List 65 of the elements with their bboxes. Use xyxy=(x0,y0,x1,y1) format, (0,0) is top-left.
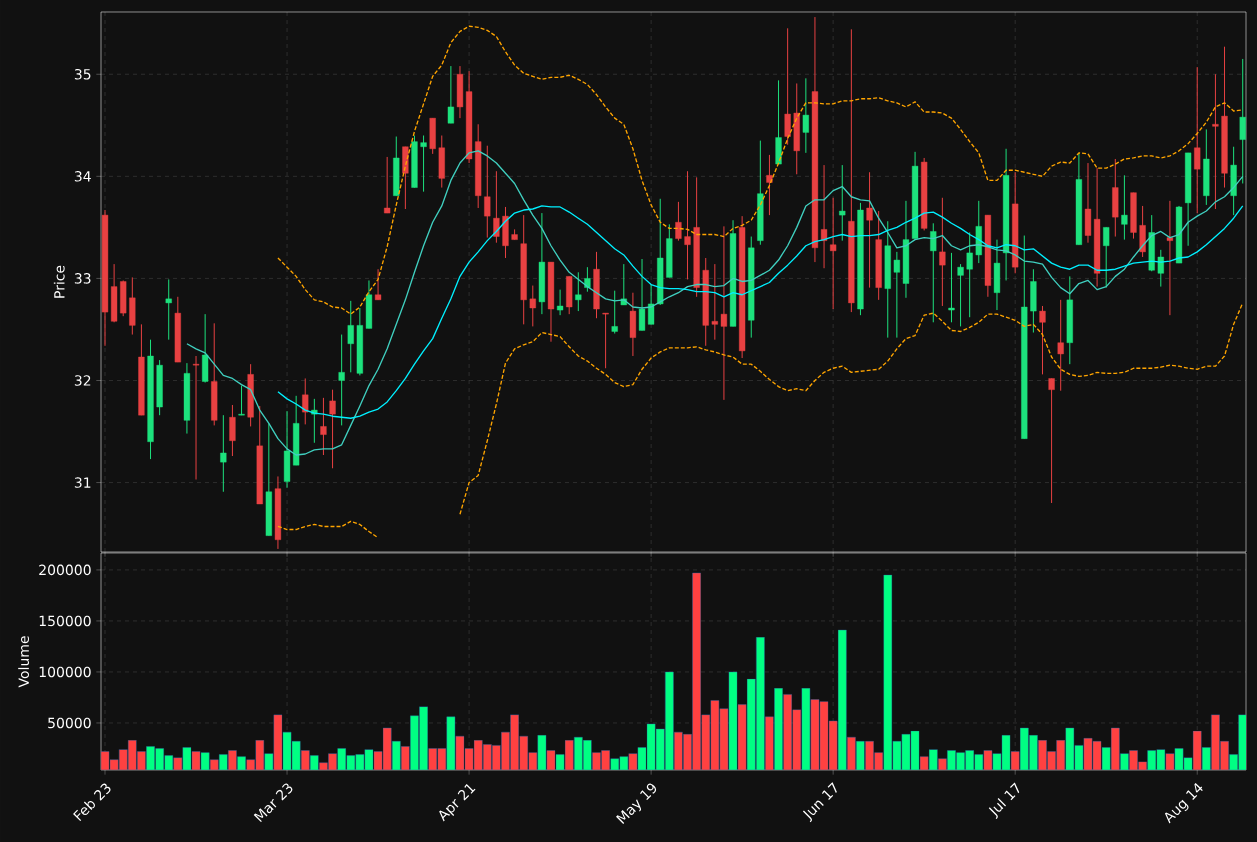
candlestick xyxy=(830,197,837,310)
x-tick-label: Jul 17 xyxy=(988,782,1020,820)
candlestick xyxy=(1121,174,1128,241)
candlestick xyxy=(238,385,245,416)
y-tick-label: 35 xyxy=(74,68,91,80)
candlestick xyxy=(893,251,900,339)
x-tick-label: Mar 23 xyxy=(253,783,293,823)
candlestick xyxy=(784,27,791,146)
candlestick xyxy=(711,263,718,341)
candlestick xyxy=(1057,299,1064,392)
y-tick-label: 150000 xyxy=(39,615,91,627)
candlestick xyxy=(484,145,491,239)
candlestick xyxy=(192,355,200,481)
y-tick-label: 34 xyxy=(74,171,91,182)
y-tick-label: 33 xyxy=(74,273,91,284)
candlestick xyxy=(229,404,236,457)
candlestick xyxy=(302,377,309,425)
candlestick xyxy=(966,231,973,318)
y-tick-label: 200000 xyxy=(39,564,91,576)
y-tick-label: 32 xyxy=(74,375,91,386)
candlestick xyxy=(766,154,773,216)
candlestick xyxy=(374,268,382,301)
candlestick xyxy=(338,334,345,426)
y-axis-title: Volume xyxy=(18,636,30,688)
candlestick xyxy=(638,258,646,331)
x-tick-label: Jun 17 xyxy=(802,782,837,823)
candlestick xyxy=(420,135,427,193)
candlestick xyxy=(320,397,327,456)
candlestick xyxy=(529,285,536,327)
candlestick xyxy=(602,312,609,369)
candlestick xyxy=(1166,200,1174,316)
candlestick xyxy=(648,284,655,325)
candlestick xyxy=(939,197,946,307)
candlestick xyxy=(1194,66,1201,214)
candlestick xyxy=(556,289,564,316)
candlestick xyxy=(1039,305,1046,375)
y-axis-title: Price xyxy=(53,265,65,298)
y-tick-label: 31 xyxy=(74,477,91,488)
candlestick xyxy=(329,389,336,469)
x-tick-label: Apr 21 xyxy=(439,783,476,822)
candlestick xyxy=(493,170,500,244)
candlestick xyxy=(839,164,846,242)
candlestick xyxy=(720,225,728,401)
candlestick xyxy=(930,222,937,323)
candlestick xyxy=(575,271,582,312)
candlestick xyxy=(220,414,227,493)
candlestick xyxy=(1103,226,1110,289)
candlestick xyxy=(1239,58,1246,184)
candlestick xyxy=(1212,73,1219,210)
candlestick xyxy=(611,290,618,335)
candlestick xyxy=(684,170,691,280)
candlestick xyxy=(1048,377,1055,504)
candlestick xyxy=(948,252,955,323)
x-tick-label: Feb 23 xyxy=(73,783,111,822)
candlestick xyxy=(165,278,172,341)
candlestick xyxy=(802,77,809,154)
candlestick xyxy=(675,201,682,242)
y-tick-label: 100000 xyxy=(39,666,91,678)
candlestick xyxy=(447,65,454,124)
candlestick xyxy=(866,171,873,289)
candlestick xyxy=(384,156,391,214)
candlestick xyxy=(957,263,964,327)
candlestick xyxy=(1157,249,1164,288)
candlestick xyxy=(347,300,354,373)
y-tick-label: 50000 xyxy=(48,717,91,729)
